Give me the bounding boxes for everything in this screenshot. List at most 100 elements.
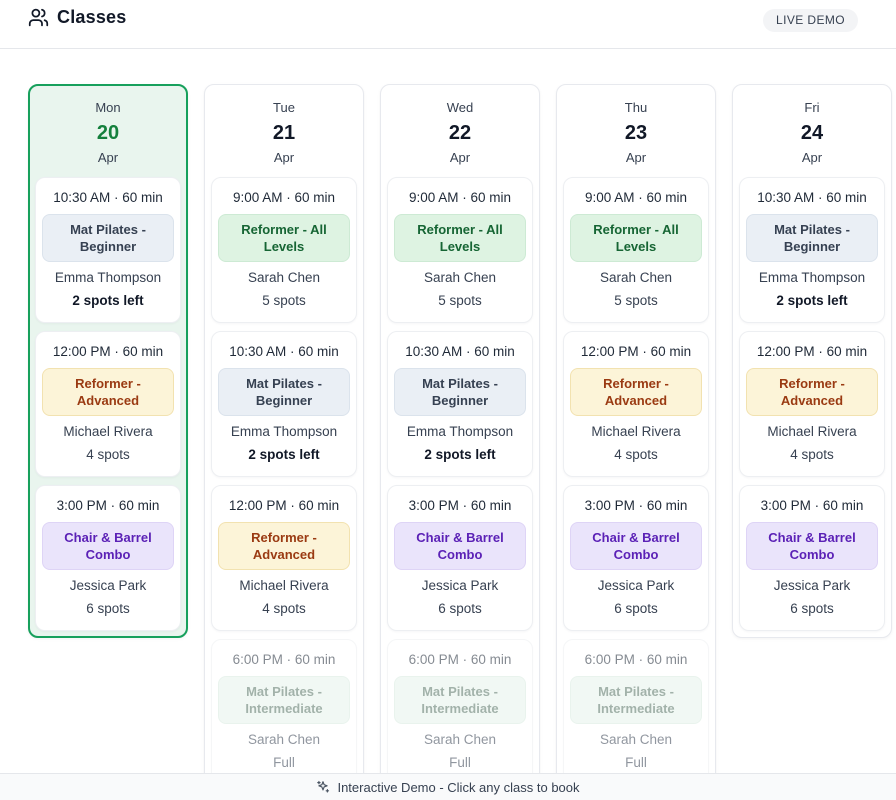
instructor-name: Emma Thompson (758, 270, 866, 285)
page-title: Classes (57, 7, 127, 27)
class-card[interactable]: 10:30 AM · 60 min Mat Pilates - Beginner E… (211, 331, 357, 477)
class-list: 9:00 AM · 60 min Reformer - All Levels Sar… (211, 177, 357, 773)
class-time: 12:00 PM · 60 min (228, 498, 340, 513)
class-time: 10:30 AM · 60 min (229, 344, 339, 359)
class-name-badge: Mat Pilates - Intermediate (394, 676, 526, 724)
class-time: 6:00 PM · 60 min (584, 652, 688, 667)
class-time: 9:00 AM · 60 min (232, 190, 336, 205)
class-card[interactable]: 9:00 AM · 60 min Reformer - All Levels Sar… (563, 177, 709, 323)
class-card[interactable]: 9:00 AM · 60 min Reformer - All Levels Sar… (211, 177, 357, 323)
class-name-badge: Mat Pilates - Intermediate (218, 676, 350, 724)
day-name: Mon (95, 100, 121, 115)
day-header: Thu 23 Apr (563, 91, 709, 177)
spots-status: 2 spots left (72, 293, 144, 308)
class-name-badge: Reformer - All Levels (570, 214, 702, 262)
sparkles-icon (316, 780, 330, 794)
spots-status: Full (625, 755, 647, 770)
class-card[interactable]: 9:00 AM · 60 min Reformer - All Levels Sar… (387, 177, 533, 323)
class-time: 12:00 PM · 60 min (756, 344, 868, 359)
day-number: 22 (448, 122, 472, 144)
class-name-badge: Chair & Barrel Combo (746, 522, 878, 570)
instructor-name: Sarah Chen (599, 270, 673, 285)
day-column-mon[interactable]: Mon 20 Apr 10:30 AM · 60 min Mat Pilates - B… (28, 84, 188, 638)
day-column-thu[interactable]: Thu 23 Apr 9:00 AM · 60 min Reformer - All L… (556, 84, 716, 773)
class-card[interactable]: 3:00 PM · 60 min Chair & Barrel Combo Jess… (35, 485, 181, 631)
instructor-name: Michael Rivera (63, 424, 153, 439)
day-number: 21 (272, 122, 296, 144)
class-name-badge: Chair & Barrel Combo (42, 522, 174, 570)
spots-status: 4 spots (614, 447, 658, 462)
day-number: 24 (800, 122, 824, 144)
instructor-name: Michael Rivera (239, 578, 329, 593)
class-name-badge: Chair & Barrel Combo (394, 522, 526, 570)
instructor-name: Sarah Chen (599, 732, 673, 747)
day-month: Apr (625, 150, 647, 165)
class-card[interactable]: 12:00 PM · 60 min Reformer - Advanced Mich… (211, 485, 357, 631)
class-time: 3:00 PM · 60 min (584, 498, 688, 513)
day-name: Fri (804, 100, 820, 115)
class-time: 10:30 AM · 60 min (405, 344, 515, 359)
class-card[interactable]: 12:00 PM · 60 min Reformer - Advanced Mich… (563, 331, 709, 477)
class-card[interactable]: 10:30 AM · 60 min Mat Pilates - Beginner E… (739, 177, 885, 323)
day-column-wed[interactable]: Wed 22 Apr 9:00 AM · 60 min Reformer - All L… (380, 84, 540, 773)
spots-status: 6 spots (614, 601, 658, 616)
class-name-badge: Reformer - Advanced (746, 368, 878, 416)
week-grid: Mon 20 Apr 10:30 AM · 60 min Mat Pilates - B… (28, 84, 896, 773)
class-card[interactable]: 3:00 PM · 60 min Chair & Barrel Combo Jess… (739, 485, 885, 631)
class-card: 6:00 PM · 60 min Mat Pilates - Intermedia… (211, 639, 357, 773)
spots-status: 4 spots (86, 447, 130, 462)
demo-banner-text: Interactive Demo - Click any class to bo… (337, 779, 580, 795)
live-demo-badge: LIVE DEMO (763, 9, 858, 32)
spots-status: 6 spots (438, 601, 482, 616)
class-card[interactable]: 12:00 PM · 60 min Reformer - Advanced Mich… (739, 331, 885, 477)
class-time: 9:00 AM · 60 min (408, 190, 512, 205)
class-name-badge: Mat Pilates - Beginner (42, 214, 174, 262)
day-month: Apr (449, 150, 471, 165)
instructor-name: Emma Thompson (230, 424, 338, 439)
class-list: 9:00 AM · 60 min Reformer - All Levels Sar… (563, 177, 709, 773)
class-time: 12:00 PM · 60 min (580, 344, 692, 359)
spots-status: 2 spots left (424, 447, 496, 462)
instructor-name: Jessica Park (421, 578, 499, 593)
day-header: Tue 21 Apr (211, 91, 357, 177)
class-name-badge: Reformer - All Levels (394, 214, 526, 262)
spots-status: 4 spots (790, 447, 834, 462)
class-card[interactable]: 3:00 PM · 60 min Chair & Barrel Combo Jess… (387, 485, 533, 631)
users-icon (28, 7, 49, 28)
instructor-name: Sarah Chen (247, 732, 321, 747)
class-name-badge: Reformer - All Levels (218, 214, 350, 262)
class-name-badge: Mat Pilates - Beginner (394, 368, 526, 416)
class-name-badge: Reformer - Advanced (570, 368, 702, 416)
schedule-board: Mon 20 Apr 10:30 AM · 60 min Mat Pilates - B… (0, 49, 896, 773)
instructor-name: Michael Rivera (767, 424, 857, 439)
class-name-badge: Reformer - Advanced (218, 522, 350, 570)
class-card[interactable]: 10:30 AM · 60 min Mat Pilates - Beginner E… (35, 177, 181, 323)
spots-status: 6 spots (86, 601, 130, 616)
day-number: 20 (96, 122, 120, 144)
class-card: 6:00 PM · 60 min Mat Pilates - Intermedia… (387, 639, 533, 773)
spots-status: 5 spots (614, 293, 658, 308)
class-time: 10:30 AM · 60 min (757, 190, 867, 205)
class-list: 9:00 AM · 60 min Reformer - All Levels Sar… (387, 177, 533, 773)
spots-status: Full (449, 755, 471, 770)
instructor-name: Jessica Park (69, 578, 147, 593)
spots-status: 5 spots (438, 293, 482, 308)
instructor-name: Emma Thompson (406, 424, 514, 439)
day-header: Fri 24 Apr (739, 91, 885, 177)
spots-status: Full (273, 755, 295, 770)
day-name: Wed (446, 100, 474, 115)
class-time: 6:00 PM · 60 min (408, 652, 512, 667)
instructor-name: Emma Thompson (54, 270, 162, 285)
class-card[interactable]: 3:00 PM · 60 min Chair & Barrel Combo Jess… (563, 485, 709, 631)
day-column-fri[interactable]: Fri 24 Apr 10:30 AM · 60 min Mat Pilates - B… (732, 84, 892, 638)
day-column-tue[interactable]: Tue 21 Apr 9:00 AM · 60 min Reformer - All L… (204, 84, 364, 773)
day-name: Thu (624, 100, 648, 115)
instructor-name: Sarah Chen (423, 732, 497, 747)
title-wrap: Classes (28, 7, 126, 28)
class-card[interactable]: 10:30 AM · 60 min Mat Pilates - Beginner E… (387, 331, 533, 477)
day-header: Mon 20 Apr (35, 91, 181, 177)
class-card[interactable]: 12:00 PM · 60 min Reformer - Advanced Mich… (35, 331, 181, 477)
class-time: 9:00 AM · 60 min (584, 190, 688, 205)
spots-status: 6 spots (790, 601, 834, 616)
